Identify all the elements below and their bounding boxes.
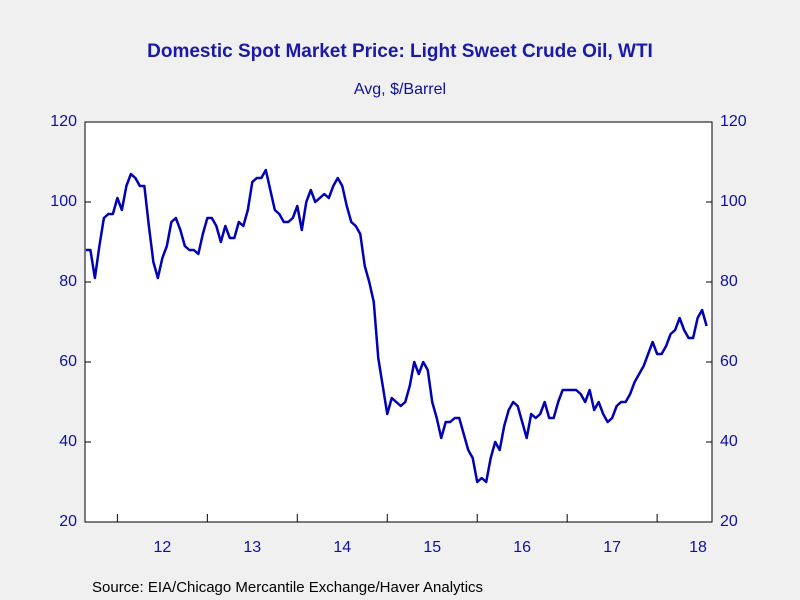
- x-tick-label: 16: [513, 539, 531, 556]
- x-tick-label: 15: [423, 539, 441, 556]
- y2-tick-label: 100: [720, 193, 747, 210]
- y-tick-label: 20: [59, 513, 77, 530]
- x-tick-label: 17: [603, 539, 621, 556]
- y-tick-label: 120: [50, 113, 77, 130]
- y-tick-label: 80: [59, 273, 77, 290]
- chart-title: Domestic Spot Market Price: Light Sweet …: [147, 41, 653, 62]
- y-tick-label: 100: [50, 193, 77, 210]
- y-tick-label: 40: [59, 433, 77, 450]
- x-tick-label: 14: [333, 539, 351, 556]
- y-tick-label: 60: [59, 353, 77, 370]
- y2-tick-label: 20: [720, 513, 738, 530]
- y2-tick-label: 40: [720, 433, 738, 450]
- y2-tick-label: 120: [720, 113, 747, 130]
- x-tick-label: 18: [689, 539, 707, 556]
- y2-tick-label: 80: [720, 273, 738, 290]
- x-tick-label: 13: [243, 539, 261, 556]
- price-line: [85, 168, 708, 484]
- y2-tick-label: 60: [720, 353, 738, 370]
- chart-subtitle: Avg, $/Barrel: [354, 81, 446, 98]
- source-note: Source: EIA/Chicago Mercantile Exchange/…: [92, 579, 483, 596]
- x-tick-label: 12: [153, 539, 171, 556]
- plot-area: [84, 121, 713, 523]
